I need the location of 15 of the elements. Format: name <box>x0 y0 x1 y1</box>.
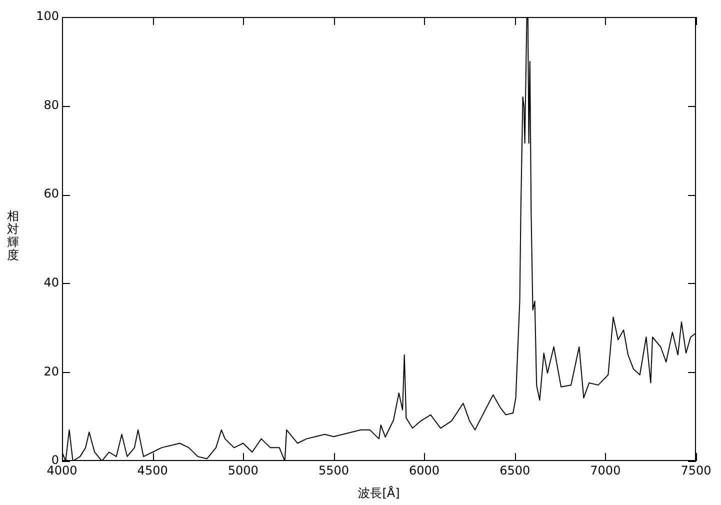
x-tick-label: 7500 <box>680 463 712 478</box>
x-tick-label: 7000 <box>590 463 621 478</box>
x-tick-label: 5500 <box>318 463 349 478</box>
y-tick-label: 20 <box>44 364 59 378</box>
y-axis-title: 相対輝度 <box>6 209 20 262</box>
y-tick-label: 40 <box>44 276 59 290</box>
y-tick-label: 100 <box>36 9 59 24</box>
x-tick-label: 6500 <box>500 463 530 478</box>
x-tick-label: 5000 <box>228 463 258 478</box>
x-tick-label: 4500 <box>137 463 168 478</box>
x-tick-label: 4000 <box>46 463 78 478</box>
y-tick-label: 80 <box>44 98 59 112</box>
x-axis-title: 波長[Å] <box>358 484 400 500</box>
y-tick-label: 60 <box>44 186 59 201</box>
x-tick-label: 6000 <box>409 463 440 478</box>
